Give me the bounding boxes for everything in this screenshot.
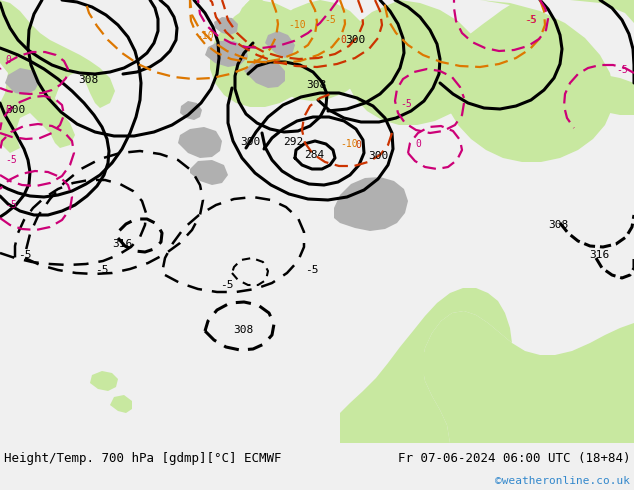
Polygon shape (570, 0, 634, 23)
Text: -5: -5 (524, 15, 536, 25)
Polygon shape (214, 17, 238, 35)
Text: 308: 308 (548, 220, 568, 230)
Polygon shape (340, 288, 512, 443)
Text: -5: -5 (95, 265, 108, 275)
Polygon shape (210, 0, 318, 107)
Text: -5: -5 (5, 200, 16, 210)
Polygon shape (205, 41, 248, 67)
Text: 308: 308 (233, 325, 253, 335)
Text: Fr 07-06-2024 06:00 UTC (18+84): Fr 07-06-2024 06:00 UTC (18+84) (398, 451, 630, 465)
Text: 0: 0 (5, 105, 11, 115)
Text: -10: -10 (340, 139, 358, 149)
Polygon shape (5, 68, 40, 95)
Polygon shape (110, 395, 132, 413)
Text: 0: 0 (340, 35, 346, 45)
Text: 0: 0 (415, 139, 421, 149)
Text: -10: -10 (288, 20, 306, 30)
Text: 300: 300 (345, 35, 365, 45)
Text: 300: 300 (5, 105, 25, 115)
Text: 308: 308 (78, 75, 98, 85)
Polygon shape (444, 0, 614, 162)
Text: -5: -5 (305, 265, 318, 275)
Polygon shape (244, 60, 285, 88)
Text: 0: 0 (355, 140, 361, 150)
Text: 316: 316 (589, 250, 609, 260)
Text: -5: -5 (525, 15, 537, 25)
Polygon shape (218, 0, 275, 83)
Text: -10: -10 (196, 31, 214, 41)
Text: -5: -5 (616, 65, 628, 75)
Polygon shape (262, 0, 372, 101)
Text: -5: -5 (18, 250, 32, 260)
Text: 308: 308 (306, 80, 327, 90)
Polygon shape (343, 0, 482, 125)
Text: 300: 300 (368, 151, 388, 161)
Text: ©weatheronline.co.uk: ©weatheronline.co.uk (495, 476, 630, 486)
Polygon shape (265, 31, 295, 58)
Polygon shape (394, 349, 432, 377)
Text: 300: 300 (240, 137, 260, 147)
Polygon shape (578, 75, 634, 115)
Polygon shape (90, 371, 118, 391)
Text: Height/Temp. 700 hPa [gdmp][°C] ECMWF: Height/Temp. 700 hPa [gdmp][°C] ECMWF (4, 451, 281, 465)
Polygon shape (178, 127, 222, 158)
Text: -5: -5 (324, 15, 336, 25)
Text: 284: 284 (304, 150, 324, 160)
Polygon shape (334, 177, 408, 231)
Polygon shape (224, 0, 292, 103)
Polygon shape (0, 0, 115, 153)
Polygon shape (422, 311, 634, 443)
Text: -5: -5 (5, 155, 16, 165)
Text: 0: 0 (5, 55, 11, 65)
Text: 316: 316 (112, 239, 133, 249)
Polygon shape (190, 160, 228, 185)
Text: -5: -5 (400, 99, 411, 109)
Text: -5: -5 (220, 280, 233, 290)
Polygon shape (180, 101, 202, 120)
Text: 292: 292 (283, 137, 303, 147)
